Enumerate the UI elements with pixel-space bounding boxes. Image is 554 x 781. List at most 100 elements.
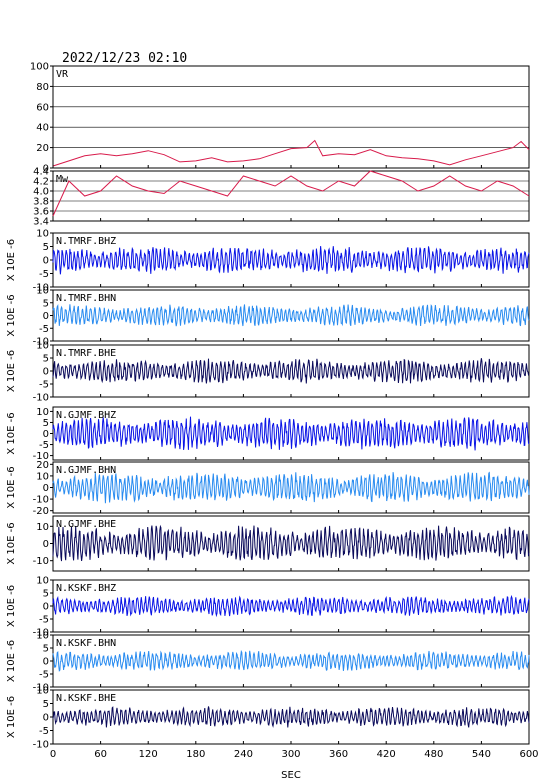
x-tick-label: 360 bbox=[329, 749, 348, 760]
y-tick-label: -10 bbox=[33, 451, 49, 462]
y-tick-label: 60 bbox=[36, 102, 49, 113]
x-tick-label: 600 bbox=[519, 749, 538, 760]
y-tick-label: 0 bbox=[43, 164, 49, 175]
panel-label: VR bbox=[56, 69, 69, 80]
y-tick-label: 4.0 bbox=[33, 187, 49, 198]
y-tick-label: 80 bbox=[36, 82, 49, 93]
y-tick-label: 10 bbox=[36, 407, 49, 418]
figure-title: 2022/12/23 02:10 bbox=[62, 51, 187, 66]
panel-vr: 0 20 40 60 80 100 VR bbox=[30, 62, 530, 175]
y-tick-label: 10 bbox=[36, 631, 49, 642]
y-tick-label: 4.4 bbox=[33, 167, 49, 178]
y-tick-label: 5 bbox=[43, 298, 49, 309]
y-axis-unit-label: X 10E -6 bbox=[6, 239, 17, 281]
y-tick-label: 40 bbox=[36, 123, 49, 134]
y-tick-label: 3.8 bbox=[33, 197, 49, 208]
panel-label: N.GJMF.BHZ bbox=[56, 410, 116, 421]
x-tick-label: 0 bbox=[50, 749, 56, 760]
y-tick-label: 5 bbox=[43, 242, 49, 253]
y-tick-label: 0 bbox=[43, 429, 49, 440]
x-tick-label: 540 bbox=[472, 749, 491, 760]
panel-n-tmrf-bhn: -10 -5 0 510 X 10E -6 N.TMRF.BHN bbox=[6, 286, 530, 348]
y-tick-label: -10 bbox=[33, 283, 49, 294]
panel-label: N.GJMF.BHN bbox=[56, 465, 116, 476]
y-tick-label: -10 bbox=[33, 337, 49, 348]
y-tick-label: -5 bbox=[39, 726, 49, 737]
panel-n-kskf-bhn: -10 -5 0 5 10 X 10E -6 N.KSKF.BHN bbox=[6, 631, 530, 694]
panel-n-kskf-bhz: -10 -5 0 5 10 X 10E -6 N.KSKF.BHZ bbox=[6, 576, 530, 639]
waveform-trace bbox=[52, 524, 530, 562]
y-tick-label: -20 bbox=[33, 506, 49, 517]
y-tick-label: 10 bbox=[36, 341, 49, 352]
panel-mw: 3.43.63.84.04.24.4 Mw bbox=[33, 167, 530, 228]
y-tick-label: 0 bbox=[43, 539, 49, 550]
y-tick-label: 4.2 bbox=[33, 177, 49, 188]
y-axis-unit-label: X 10E -6 bbox=[6, 412, 17, 454]
x-tick-label: 480 bbox=[424, 749, 443, 760]
y-tick-label: -10 bbox=[33, 740, 49, 751]
panel-n-kskf-bhe: -10 -5 0 5 10 X 10E -6 N.KSKF.BHE bbox=[6, 686, 530, 751]
x-tick-label: 300 bbox=[281, 749, 300, 760]
panel-label: N.TMRF.BHE bbox=[56, 348, 116, 359]
y-tick-label: 5 bbox=[43, 589, 49, 600]
y-tick-label: 0 bbox=[43, 256, 49, 267]
waveform-trace bbox=[52, 649, 530, 672]
y-tick-label: 5 bbox=[43, 699, 49, 710]
y-tick-label: -5 bbox=[39, 615, 49, 626]
panel-label: N.TMRF.BHZ bbox=[56, 236, 116, 247]
series-line bbox=[52, 170, 530, 217]
waveform-trace bbox=[52, 471, 530, 504]
y-axis-unit-label: X 10E -6 bbox=[6, 696, 17, 738]
y-tick-label: 5 bbox=[43, 354, 49, 365]
y-tick-label: -5 bbox=[39, 269, 49, 280]
y-tick-label: 0 bbox=[43, 311, 49, 322]
y-tick-label: -5 bbox=[39, 380, 49, 391]
y-tick-label: 10 bbox=[36, 286, 49, 297]
y-tick-label: -10 bbox=[33, 495, 49, 506]
waveform-trace bbox=[52, 706, 530, 728]
y-axis-unit-label: X 10E -6 bbox=[6, 466, 17, 508]
panel-label: Mw bbox=[56, 174, 69, 185]
x-tick-label: 240 bbox=[234, 749, 253, 760]
y-axis-unit-label: X 10E -6 bbox=[6, 294, 17, 336]
waveform-trace bbox=[52, 246, 530, 275]
y-tick-label: -5 bbox=[39, 670, 49, 681]
y-tick-label: 3.6 bbox=[33, 207, 49, 218]
y-tick-label: 10 bbox=[36, 229, 49, 240]
panel-n-gjmf-bhe: -10 0 10 X 10E -6 N.GJMF.BHE bbox=[6, 515, 530, 572]
y-tick-label: 0 bbox=[43, 602, 49, 613]
y-axis-unit-label: X 10E -6 bbox=[6, 640, 17, 682]
y-tick-label: 0 bbox=[43, 657, 49, 668]
series-line bbox=[52, 139, 530, 167]
y-tick-label: 0 bbox=[43, 483, 49, 494]
panel-n-tmrf-bhz: -10 -5 0 5 10 X 10E -6 N.TMRF.BHZ bbox=[6, 229, 530, 294]
waveform-trace bbox=[52, 304, 530, 327]
panel-label: N.KSKF.BHE bbox=[56, 693, 116, 704]
panel-label: N.GJMF.BHE bbox=[56, 519, 116, 530]
y-axis-unit-label: X 10E -6 bbox=[6, 350, 17, 392]
y-tick-label: 0 bbox=[43, 367, 49, 378]
y-tick-label: 20 bbox=[36, 143, 49, 154]
x-axis-label: SEC bbox=[281, 770, 301, 781]
waveform-trace bbox=[52, 358, 530, 384]
y-tick-label: 10 bbox=[36, 576, 49, 587]
x-tick-label: 60 bbox=[94, 749, 107, 760]
y-tick-label: -5 bbox=[39, 440, 49, 451]
panel-label: N.TMRF.BHN bbox=[56, 293, 116, 304]
y-tick-label: 10 bbox=[36, 686, 49, 697]
y-tick-label: 0 bbox=[43, 713, 49, 724]
y-tick-label: 10 bbox=[36, 522, 49, 533]
panels: 020406080100VR3.43.63.84.04.24.4Mw-10-50… bbox=[6, 62, 539, 761]
y-tick-label: -10 bbox=[33, 556, 49, 567]
x-tick-label: 120 bbox=[139, 749, 158, 760]
y-tick-label: 20 bbox=[36, 460, 49, 471]
y-tick-label: 5 bbox=[43, 644, 49, 655]
y-tick-label: -10 bbox=[33, 393, 49, 404]
y-axis-unit-label: X 10E -6 bbox=[6, 585, 17, 627]
panel-frame bbox=[52, 170, 530, 222]
y-axis-unit-label: X 10E -6 bbox=[6, 522, 17, 564]
y-tick-label: 100 bbox=[30, 62, 49, 73]
